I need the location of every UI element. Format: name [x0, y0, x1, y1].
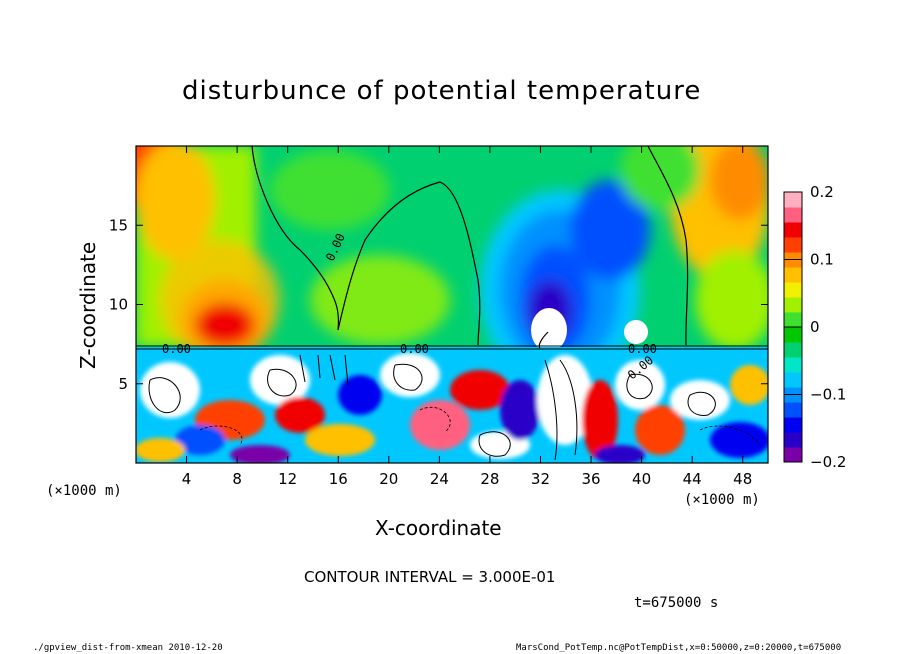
colorbar-tick-label: −0.2	[810, 453, 846, 471]
x-axis-label: X-coordinate	[375, 516, 502, 540]
y-tick-label: 5	[118, 375, 128, 393]
colorbar-swatch	[784, 342, 802, 358]
x-tick-label: 20	[379, 470, 398, 488]
colorbar-tick-label: 0	[810, 318, 820, 336]
colorbar-swatch	[784, 432, 802, 448]
x-tick-label: 24	[430, 470, 449, 488]
contour-label: 0.00	[628, 342, 657, 356]
x-tick-label: 12	[278, 470, 297, 488]
colorbar-tick-label: 0.2	[810, 183, 834, 201]
colorbar-tick-label: 0.1	[810, 251, 834, 269]
footer-left: ./gpview_dist-from-xmean 2010-12-20	[33, 643, 223, 653]
contour-interval: CONTOUR INTERVAL = 3.000E-01	[304, 568, 556, 586]
colorbar-swatch	[784, 357, 802, 373]
x-tick-label: 36	[581, 470, 600, 488]
colorbar-ticks: 0.2 0.1 0 −0.1 −0.2	[784, 183, 846, 471]
colorbar-swatch	[784, 312, 802, 328]
x-tick-marks: 4 8 12 16 20 24 28 32 36 40 44 48	[182, 146, 752, 488]
x-tick-label: 4	[182, 470, 192, 488]
x-unit-left: (×1000 m)	[46, 483, 122, 499]
x-tick-label: 48	[733, 470, 752, 488]
colorbar-swatch	[784, 207, 802, 223]
colorbar-swatch	[784, 447, 802, 463]
colorbar-swatch	[784, 297, 802, 313]
y-tick-label: 10	[109, 296, 128, 314]
x-tick-label: 8	[232, 470, 242, 488]
colorbar-swatch	[784, 402, 802, 418]
footer-right: MarsCond_PotTemp.nc@PotTempDist,x=0:5000…	[516, 643, 842, 653]
colorbar-swatch	[784, 327, 802, 343]
colorbar-swatch	[784, 372, 802, 388]
colorbar-swatch	[784, 192, 802, 208]
heatmap-field	[136, 146, 768, 463]
colorbar-swatch	[784, 237, 802, 253]
x-tick-label: 16	[329, 470, 348, 488]
time-label: t=675000 s	[634, 595, 719, 611]
colorbar-swatch	[784, 267, 802, 283]
y-tick-label: 15	[109, 216, 128, 234]
y-tick-marks: 5 10 15	[109, 216, 768, 393]
x-tick-label: 44	[683, 470, 702, 488]
x-tick-label: 32	[531, 470, 550, 488]
contour-label: 0.00	[400, 342, 429, 356]
colorbar-swatch	[784, 282, 802, 298]
x-tick-label: 28	[480, 470, 499, 488]
x-tick-label: 40	[632, 470, 651, 488]
x-unit-right: (×1000 m)	[684, 492, 760, 508]
colorbar-swatch	[784, 222, 802, 238]
contour-label: 0.00	[162, 342, 191, 356]
colorbar-swatch	[784, 417, 802, 433]
chart-title: disturbunce of potential temperature	[182, 76, 702, 106]
y-axis-label: Z-coordinate	[76, 241, 100, 369]
colorbar-tick-label: −0.1	[810, 386, 846, 404]
